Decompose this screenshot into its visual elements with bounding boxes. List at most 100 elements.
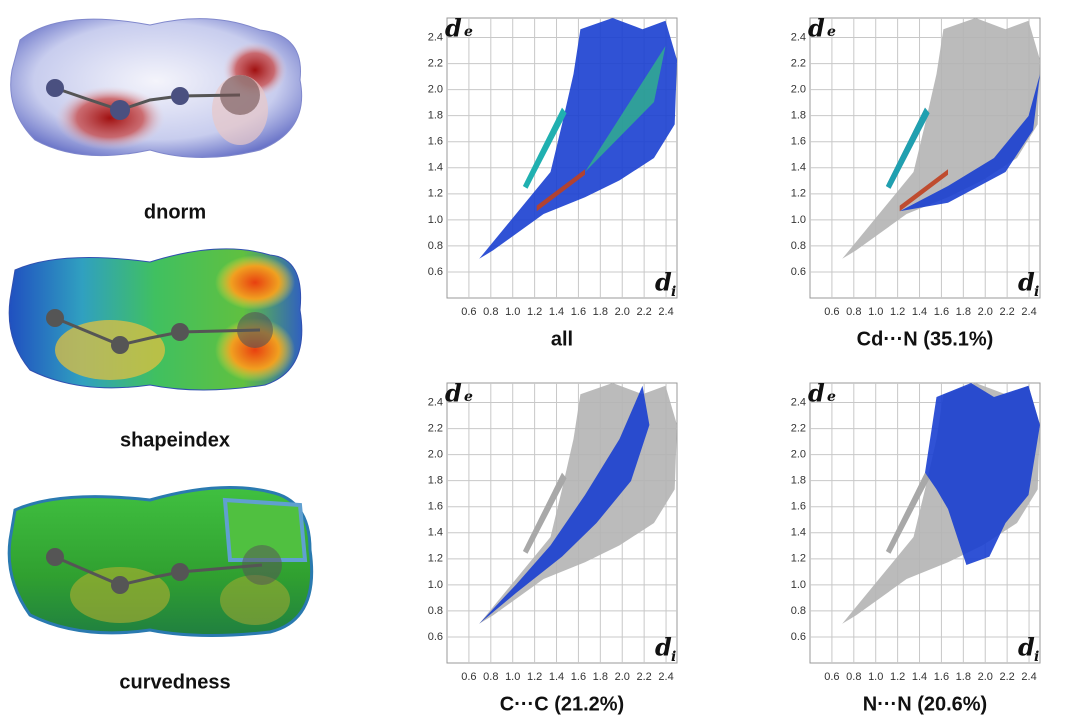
x-tick-label: 0.8 — [846, 306, 861, 318]
shapeindex-surface — [9, 249, 302, 390]
y-tick-label: 1.2 — [791, 188, 806, 200]
y-tick-label: 2.2 — [791, 57, 806, 69]
x-tick-label: 0.6 — [461, 306, 476, 318]
axis-label: i — [1034, 284, 1039, 300]
axis-label: i — [671, 284, 676, 300]
x-tick-label: 0.6 — [461, 671, 476, 683]
y-tick-label: 2.2 — [428, 422, 443, 434]
plot-title: Cd···N (35.1%) — [857, 328, 994, 350]
axis-label: d — [808, 379, 825, 408]
y-tick-label: 2.0 — [428, 84, 443, 96]
y-tick-label: 1.4 — [428, 527, 443, 539]
surface-label: shapeindex — [120, 429, 230, 451]
x-tick-label: 0.6 — [824, 671, 839, 683]
x-tick-label: 1.4 — [549, 671, 564, 683]
y-tick-label: 2.4 — [791, 396, 806, 408]
x-tick-label: 1.8 — [593, 306, 608, 318]
fingerprint-plot: 0.6 0.8 1.0 1.2 1.4 1.6 1.8 2.0 2.2 2.4 0.6 0.8 1.0 1… — [428, 14, 677, 351]
plot-title: C···C (21.2%) — [500, 693, 624, 715]
y-tick-label: 2.2 — [428, 57, 443, 69]
x-tick-label: 2.2 — [636, 671, 651, 683]
x-tick-label: 1.0 — [868, 306, 883, 318]
plot-title: all — [551, 328, 573, 350]
x-tick-label: 2.0 — [978, 671, 993, 683]
x-tick-label: 1.0 — [505, 306, 520, 318]
axis-label: d — [808, 14, 825, 43]
y-tick-label: 1.4 — [791, 527, 806, 539]
y-tick-label: 1.6 — [428, 501, 443, 513]
x-tick-label: 1.2 — [890, 671, 905, 683]
surface-label: curvedness — [119, 671, 230, 693]
axis-label: d — [445, 379, 462, 408]
x-tick-label: 0.8 — [846, 671, 861, 683]
x-tick-label: 1.8 — [956, 671, 971, 683]
y-tick-label: 0.6 — [428, 266, 443, 278]
y-tick-label: 0.8 — [791, 240, 806, 252]
x-tick-label: 1.6 — [934, 306, 949, 318]
y-tick-label: 1.2 — [791, 553, 806, 565]
x-tick-label: 1.4 — [549, 306, 564, 318]
y-tick-label: 2.0 — [791, 449, 806, 461]
x-tick-label: 1.2 — [527, 671, 542, 683]
x-tick-label: 2.0 — [615, 671, 630, 683]
x-tick-label: 1.2 — [890, 306, 905, 318]
axis-label: d — [655, 633, 672, 662]
axis-label: e — [827, 389, 836, 405]
axis-label: d — [445, 14, 462, 43]
curvedness-surface — [9, 488, 312, 636]
x-tick-label: 1.2 — [527, 306, 542, 318]
y-tick-label: 1.8 — [428, 475, 443, 487]
dnorm-surface — [11, 19, 302, 158]
y-tick-label: 1.4 — [428, 162, 443, 174]
y-tick-label: 2.0 — [791, 84, 806, 96]
x-tick-label: 1.0 — [868, 671, 883, 683]
x-tick-label: 1.4 — [912, 671, 927, 683]
x-tick-label: 2.2 — [999, 306, 1014, 318]
x-tick-label: 1.4 — [912, 306, 927, 318]
x-tick-label: 2.2 — [999, 671, 1014, 683]
y-tick-label: 2.4 — [428, 31, 443, 43]
x-tick-label: 1.6 — [934, 671, 949, 683]
y-tick-label: 0.8 — [791, 605, 806, 617]
y-tick-label: 0.8 — [428, 605, 443, 617]
surface-label: dnorm — [144, 201, 206, 223]
y-tick-label: 1.6 — [791, 501, 806, 513]
y-tick-label: 1.2 — [428, 553, 443, 565]
x-tick-label: 2.4 — [1021, 306, 1036, 318]
y-tick-label: 2.4 — [791, 31, 806, 43]
figure: dnorm shapeindex curvedness 0.6 0.8 1.0 1.2… — [0, 0, 1068, 717]
axis-label: d — [655, 268, 672, 297]
y-tick-label: 0.8 — [428, 240, 443, 252]
y-tick-label: 1.8 — [791, 110, 806, 122]
y-tick-label: 1.6 — [428, 136, 443, 148]
axis-label: d — [1018, 633, 1035, 662]
x-tick-label: 0.8 — [483, 306, 498, 318]
x-tick-label: 1.6 — [571, 306, 586, 318]
y-tick-label: 1.8 — [428, 110, 443, 122]
y-tick-label: 1.0 — [428, 579, 443, 591]
y-tick-label: 1.2 — [428, 188, 443, 200]
x-tick-label: 1.0 — [505, 671, 520, 683]
y-tick-label: 2.2 — [791, 422, 806, 434]
axis-label: i — [1034, 649, 1039, 665]
x-tick-label: 2.2 — [636, 306, 651, 318]
x-tick-label: 2.0 — [615, 306, 630, 318]
y-tick-label: 1.4 — [791, 162, 806, 174]
y-tick-label: 1.0 — [428, 214, 443, 226]
x-tick-label: 2.4 — [1021, 671, 1036, 683]
axis-label: e — [464, 24, 473, 40]
x-tick-label: 2.4 — [658, 671, 673, 683]
y-tick-label: 1.0 — [791, 579, 806, 591]
y-tick-label: 1.8 — [791, 475, 806, 487]
axis-label: d — [1018, 268, 1035, 297]
x-tick-label: 1.8 — [593, 671, 608, 683]
y-tick-label: 2.0 — [428, 449, 443, 461]
y-tick-label: 0.6 — [428, 631, 443, 643]
y-tick-label: 1.0 — [791, 214, 806, 226]
axis-label: i — [671, 649, 676, 665]
x-tick-label: 1.8 — [956, 306, 971, 318]
y-tick-label: 1.6 — [791, 136, 806, 148]
